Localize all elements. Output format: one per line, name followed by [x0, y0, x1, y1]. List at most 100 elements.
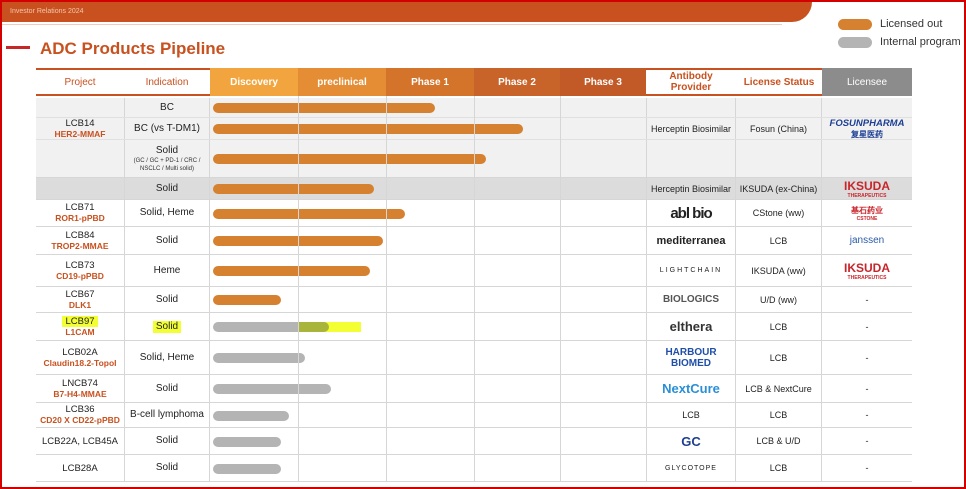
stage-progress-bar — [213, 103, 435, 113]
license-status: LCB — [769, 352, 788, 363]
licensee-name: - — [865, 352, 869, 363]
provider-name: NextCure — [662, 381, 720, 396]
license-status-cell: IKSUDA (ww) — [736, 255, 822, 286]
licensee-cell: - — [822, 375, 912, 402]
header-phase2: Phase 2 — [474, 68, 560, 96]
licensee-cell: FOSUNPHARMA 复星医药 — [822, 118, 912, 139]
licensee-cell: IKSUDA THERAPEUTICS — [822, 178, 912, 199]
license-status-cell: LCB — [736, 313, 822, 340]
license-status: CStone (ww) — [752, 208, 805, 218]
provider-name: Herceptin Biosimilar — [650, 123, 732, 134]
project-name: LCB67 — [65, 288, 95, 300]
license-status-cell: LCB — [736, 403, 822, 427]
antibody-provider-cell — [646, 140, 736, 177]
antibody-provider-cell: NextCure — [646, 375, 736, 402]
section-label: Investor Relations 2024 — [10, 8, 84, 15]
licensee-cell: - — [822, 287, 912, 312]
indication-cell: BC (vs T-DM1) — [124, 118, 210, 139]
indication-cell: Solid (GC / GC + PD-1 / CRC / NSCLC / Mul… — [124, 140, 210, 177]
antibody-provider-cell: GC — [646, 428, 736, 454]
project-name: LCB14 — [65, 117, 95, 129]
stage-progress-bar — [213, 154, 486, 164]
project-name: LCB71 — [65, 202, 95, 213]
indication-cell: Solid — [124, 428, 210, 454]
project-target: ROR1-pPBD — [55, 213, 105, 223]
header-discovery: Discovery — [210, 68, 298, 96]
stage-progress-bar — [213, 295, 281, 305]
license-status: LCB & NextCure — [745, 383, 812, 394]
project-cell: LCB36 CD20 X CD22-pPBD — [36, 403, 124, 427]
pipeline-table: Project Indication Discovery preclinical… — [36, 68, 912, 486]
indication-cell: Solid — [124, 313, 210, 340]
license-status-cell: LCB — [736, 341, 822, 374]
antibody-provider-cell: BIOLOGICS — [646, 287, 736, 312]
provider-name: mediterranea — [656, 234, 726, 247]
provider-name: Herceptin Biosimilar — [650, 183, 732, 194]
header-phase3: Phase 3 — [560, 68, 646, 96]
license-status: IKSUDA (ww) — [751, 265, 806, 276]
stage-gridline — [560, 96, 561, 482]
project-target: CD19-pPBD — [56, 270, 104, 281]
project-name: LCB73 — [65, 259, 95, 271]
indication-name: Solid — [155, 293, 179, 305]
licensee-name: IKSUDA — [843, 178, 890, 193]
project-target: B7-H4-MMAE — [53, 388, 107, 399]
antibody-provider-cell: elthera — [646, 313, 736, 340]
licensee-sub: CSTONE — [856, 215, 878, 222]
header-project: Project — [36, 68, 124, 96]
provider-name: BIOLOGICS — [662, 294, 720, 305]
project-cell: LCB22A, LCB45A — [36, 428, 124, 454]
project-cell — [36, 178, 124, 199]
indication-name: Solid — [155, 382, 179, 394]
highlight-marker — [321, 322, 361, 332]
title-accent — [6, 46, 30, 49]
indication-cell: B-cell lymphoma — [124, 403, 210, 427]
licensee-cell — [822, 140, 912, 177]
project-name: LCB28A — [62, 462, 98, 474]
licensee-sub: THERAPEUTICS — [847, 274, 887, 281]
license-status: U/D (ww) — [760, 294, 797, 305]
licensee-sub: THERAPEUTICS — [847, 192, 887, 199]
stage-progress-bar — [213, 266, 370, 276]
stage-gridline — [386, 96, 387, 482]
project-name: LCB02A — [62, 346, 98, 358]
project-name: LCB97 — [62, 315, 98, 327]
project-name: LCB36 — [65, 404, 95, 415]
license-status-cell: LCB — [736, 227, 822, 254]
stage-gridline — [298, 96, 299, 482]
header-license-status: License Status — [736, 68, 822, 96]
project-cell: LCB73 CD19-pPBD — [36, 255, 124, 286]
project-target: DLK1 — [68, 299, 92, 310]
indication-cell: Solid, Heme — [124, 200, 210, 226]
antibody-provider-cell — [646, 98, 736, 117]
provider-name: GLYCOTOPE — [665, 464, 717, 472]
project-name: LCB84 — [65, 229, 95, 241]
license-status-cell: Fosun (China) — [736, 118, 822, 139]
stage-progress-bar — [213, 384, 331, 394]
indication-cell: BC — [124, 98, 210, 117]
indication-name: Solid, Heme — [139, 207, 195, 218]
licensee-name: - — [865, 463, 869, 473]
licensee-cell: janssen — [822, 227, 912, 254]
license-status-cell: LCB & NextCure — [736, 375, 822, 402]
stage-progress-bar — [213, 436, 281, 447]
provider-name: HARBOUR BIOMED — [665, 346, 717, 369]
header-antibody-provider: Antibody Provider — [646, 68, 736, 96]
license-status: LCB — [769, 321, 788, 332]
provider-name: GC — [681, 433, 701, 449]
project-name: LCB22A, LCB45A — [41, 435, 119, 447]
project-cell: LCB71 ROR1-pPBD — [36, 200, 124, 226]
project-cell: LCB97 L1CAM — [36, 313, 124, 340]
indication-name: Solid, Heme — [139, 351, 195, 363]
licensee-cell: - — [822, 428, 912, 454]
project-target: CD20 X CD22-pPBD — [40, 415, 120, 425]
indication-cell: Heme — [124, 255, 210, 286]
provider-name: elthera — [669, 319, 713, 334]
licensee-name: FOSUNPHARMA — [829, 117, 905, 129]
stage-progress-bar — [213, 208, 405, 219]
header-preclinical: preclinical — [298, 68, 386, 96]
stage-progress-bar — [213, 463, 281, 474]
indication-name: B-cell lymphoma — [130, 409, 204, 420]
indication-name: Solid — [155, 462, 179, 473]
licensee-name: janssen — [849, 235, 885, 246]
